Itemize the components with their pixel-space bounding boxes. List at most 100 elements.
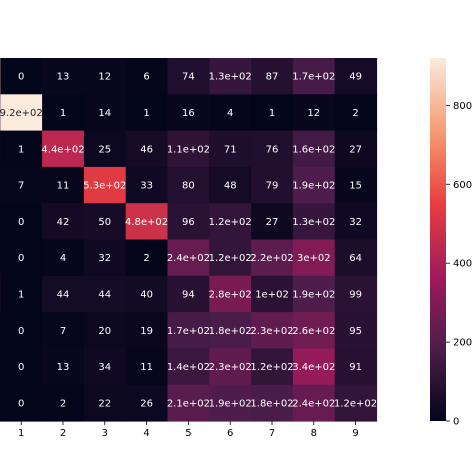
heatmap-cell: [167, 275, 210, 313]
cell-value-label: 8.4e+02: [0, 72, 1, 83]
cell-value-label: 80: [182, 181, 195, 192]
cell-value-label: 1.2e+02: [209, 217, 252, 228]
heatmap-cell: [125, 94, 169, 132]
colorbar-ticks: 0 200 400 600 800: [446, 101, 472, 428]
cell-value-label: 1.9e+02: [292, 181, 335, 192]
heatmap-cell: [292, 130, 336, 168]
x-tick-label: 9: [352, 428, 358, 439]
cell-value-label: 2.8e+02: [209, 289, 252, 300]
cell-value-label: 4.4e+02: [41, 144, 84, 155]
heatmap-cell: [334, 312, 378, 349]
cell-value-label: 1.9e+02: [209, 398, 252, 409]
heatmap-cell: [251, 312, 294, 349]
cell-value-label: 2: [60, 398, 66, 409]
x-tick-label: 8: [311, 428, 317, 439]
heatmap-cell: [125, 203, 169, 241]
cell-value-label: 74: [182, 72, 195, 83]
heatmap-cell: [42, 239, 85, 277]
heatmap-cell: [83, 275, 127, 313]
cell-value-label: 87: [266, 72, 279, 83]
cell-value-label: 1: [18, 289, 24, 300]
cell-value-label: 40: [140, 289, 153, 300]
heatmap-cell: [125, 348, 169, 386]
heatmap-cell: [292, 275, 336, 313]
cell-value-label: 71: [224, 144, 237, 155]
cell-value-label: 3e+02: [297, 253, 331, 264]
heatmap-cell: [334, 58, 378, 95]
colorbar-tick-label: 600: [453, 180, 472, 191]
colorbar-gradient: [430, 58, 446, 421]
cell-value-label: 44: [57, 289, 70, 300]
cell-value-label: 33: [140, 181, 153, 192]
cell-value-label: 1e+02: [255, 289, 289, 300]
colorbar-tick-label: 800: [453, 101, 472, 112]
heatmap-cell: [167, 384, 210, 422]
heatmap-cell: [334, 203, 378, 241]
heatmap-cell: [125, 312, 169, 349]
cell-value-label: 32: [98, 253, 111, 264]
cell-value-label: 2.1e+02: [167, 398, 210, 409]
cell-value-label: 99: [349, 289, 362, 300]
heatmap-cell: [42, 275, 85, 313]
cell-value-label: 91: [349, 362, 362, 373]
cell-value-label: 11: [140, 362, 153, 373]
heatmap-cells: [0, 58, 378, 422]
heatmap-cell: [42, 130, 85, 168]
heatmap-cell: [83, 166, 127, 204]
heatmap-cell: [251, 384, 294, 422]
cell-value-label: 6: [143, 72, 149, 83]
heatmap-cell: [334, 130, 378, 168]
cell-value-label: 2.6e+02: [292, 326, 335, 337]
colorbar-tick-label: 200: [453, 338, 472, 349]
x-tick-label: 6: [227, 428, 233, 439]
cell-value-label: 12: [98, 72, 111, 83]
cell-value-label: 7: [60, 326, 66, 337]
cell-value-label: 22: [98, 398, 111, 409]
cell-value-label: 4: [60, 253, 66, 264]
cell-value-label: 2.3e+02: [209, 362, 252, 373]
cell-value-label: 4.8e+02: [125, 217, 168, 228]
cell-value-label: 0: [18, 326, 24, 337]
cell-value-label: 4: [227, 108, 233, 119]
cell-value-label: 27: [266, 217, 279, 228]
heatmap-cell: [334, 166, 378, 204]
cell-value-label: 1.1e+02: [167, 144, 210, 155]
heatmap-cell: [209, 239, 252, 277]
heatmap-cell: [83, 130, 127, 168]
cell-value-label: 16: [182, 108, 195, 119]
cell-value-label: 15: [349, 181, 362, 192]
heatmap-cell: [209, 348, 252, 386]
cell-value-label: 1.6e+02: [292, 144, 335, 155]
heatmap-cell: [0, 275, 43, 313]
heatmap-cell: [125, 275, 169, 313]
heatmap-cell: [125, 58, 169, 95]
cell-value-label: 32: [349, 217, 362, 228]
heatmap-cell: [292, 58, 336, 95]
heatmap-cell: [292, 384, 336, 422]
cell-value-label: 46: [140, 144, 153, 155]
cell-value-label: 2.4e+02: [292, 398, 335, 409]
cell-value-label: 94: [182, 289, 195, 300]
heatmap-cell: [83, 203, 127, 241]
heatmap-cell: [209, 130, 252, 168]
heatmap-cell: [251, 58, 294, 95]
heatmap-cell: [251, 348, 294, 386]
cell-value-label: 1: [143, 108, 149, 119]
cell-value-label: 0: [18, 362, 24, 373]
cell-value-label: 9.2e+02: [0, 108, 43, 119]
cell-value-label: 1.7e+02: [292, 72, 335, 83]
x-tick-label: 5: [185, 428, 191, 439]
cell-value-label: 2: [352, 108, 358, 119]
cell-value-label: 64: [349, 253, 362, 264]
cell-value-label: 19: [140, 326, 153, 337]
cell-value-label: 20: [98, 326, 111, 337]
heatmap-cell: [167, 312, 210, 349]
heatmap-cell: [0, 130, 43, 168]
heatmap-cell: [209, 312, 252, 349]
heatmap-cell: [0, 384, 43, 422]
heatmap-cell: [167, 166, 210, 204]
cell-value-label: 7: [18, 181, 24, 192]
x-tick-label: 1: [18, 428, 24, 439]
cell-value-label: 48: [224, 181, 237, 192]
